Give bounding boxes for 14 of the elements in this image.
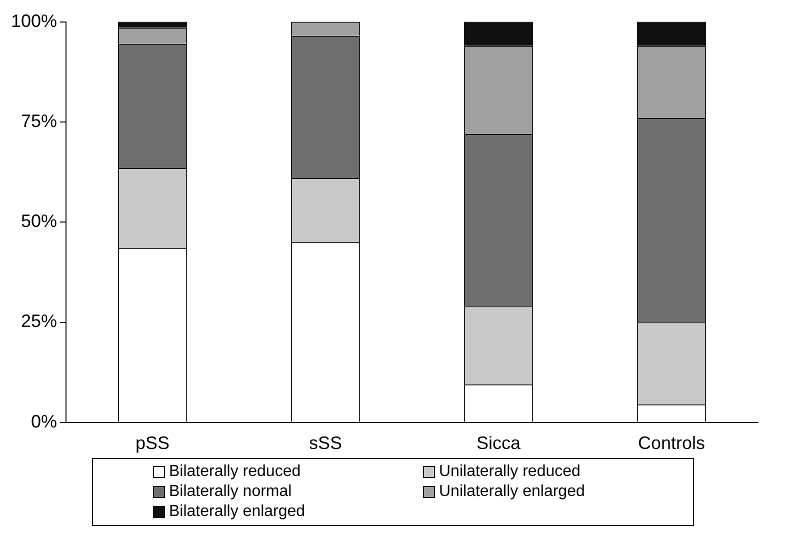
x-tick-label: sSS — [309, 433, 342, 454]
y-tick-label: 0% — [31, 411, 58, 432]
legend-label: Unilaterally reduced — [439, 463, 580, 481]
x-tick-label: pSS — [136, 433, 170, 454]
y-tick-label: 100% — [10, 10, 58, 31]
legend-label: Bilaterally enlarged — [169, 503, 306, 521]
x-tick-label: Controls — [638, 433, 706, 454]
y-tick-label: 25% — [21, 311, 58, 332]
y-tick-label: 75% — [21, 110, 58, 131]
text: Bilaterally reduced — [169, 463, 301, 481]
legend-label: Bilaterally normal — [169, 483, 292, 501]
legend-label: Unilaterally enlarged — [439, 483, 585, 501]
y-tick-label: 50% — [21, 211, 58, 232]
x-tick-label: Sicca — [476, 433, 522, 454]
